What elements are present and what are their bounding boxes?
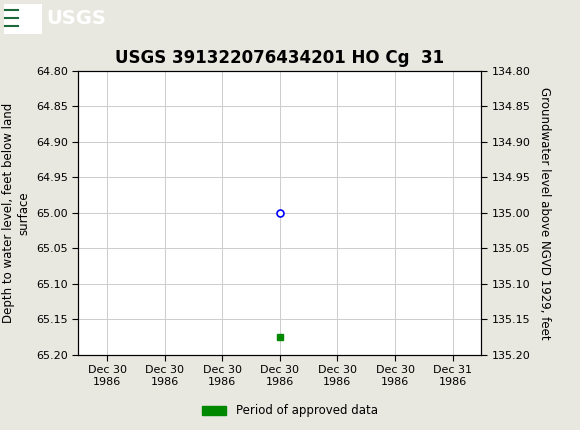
- Y-axis label: Depth to water level, feet below land
surface: Depth to water level, feet below land su…: [2, 103, 31, 323]
- Title: USGS 391322076434201 HO Cg  31: USGS 391322076434201 HO Cg 31: [115, 49, 444, 67]
- Text: USGS: USGS: [46, 9, 106, 28]
- Y-axis label: Groundwater level above NGVD 1929, feet: Groundwater level above NGVD 1929, feet: [538, 86, 550, 339]
- Legend: Period of approved data: Period of approved data: [198, 399, 382, 422]
- FancyBboxPatch shape: [4, 4, 42, 34]
